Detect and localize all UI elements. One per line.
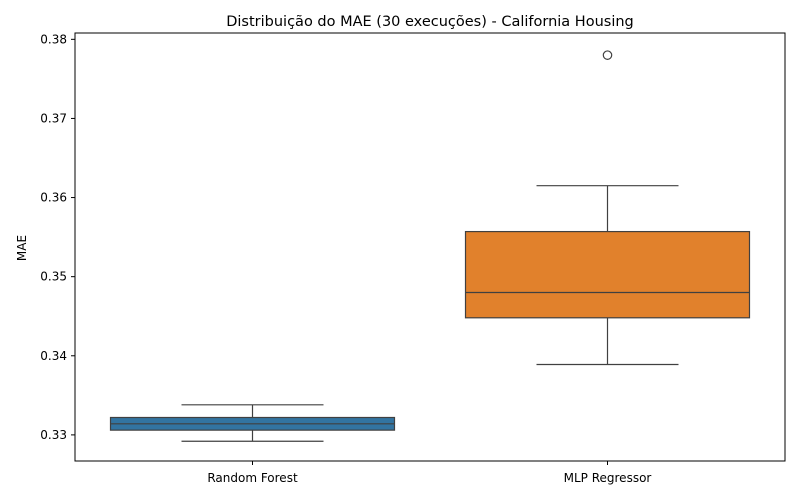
mlp-regressor-outlier-point: [602, 50, 613, 60]
x-tick-label: MLP Regressor: [564, 471, 652, 485]
y-tick-label: 0.37: [40, 111, 67, 125]
plot-area: 0.33 0.34 0.35 0.36 0.37 0.38 Random Forest MLP…: [40, 32, 751, 485]
chart-title: Distribuição do MAE (30 execuções) - Cal…: [226, 14, 634, 30]
y-axis-label: MAE: [15, 235, 29, 261]
y-tick-label: 0.33: [40, 428, 67, 442]
x-tick-label: Random Forest: [207, 471, 298, 485]
y-tick-label: 0.36: [40, 191, 67, 205]
y-tick-label: 0.35: [40, 270, 67, 284]
mlp-regressor-box: [464, 230, 751, 319]
y-tick-label: 0.34: [40, 349, 67, 363]
plot-frame: [74, 32, 786, 462]
y-tick-label: 0.38: [40, 32, 67, 46]
